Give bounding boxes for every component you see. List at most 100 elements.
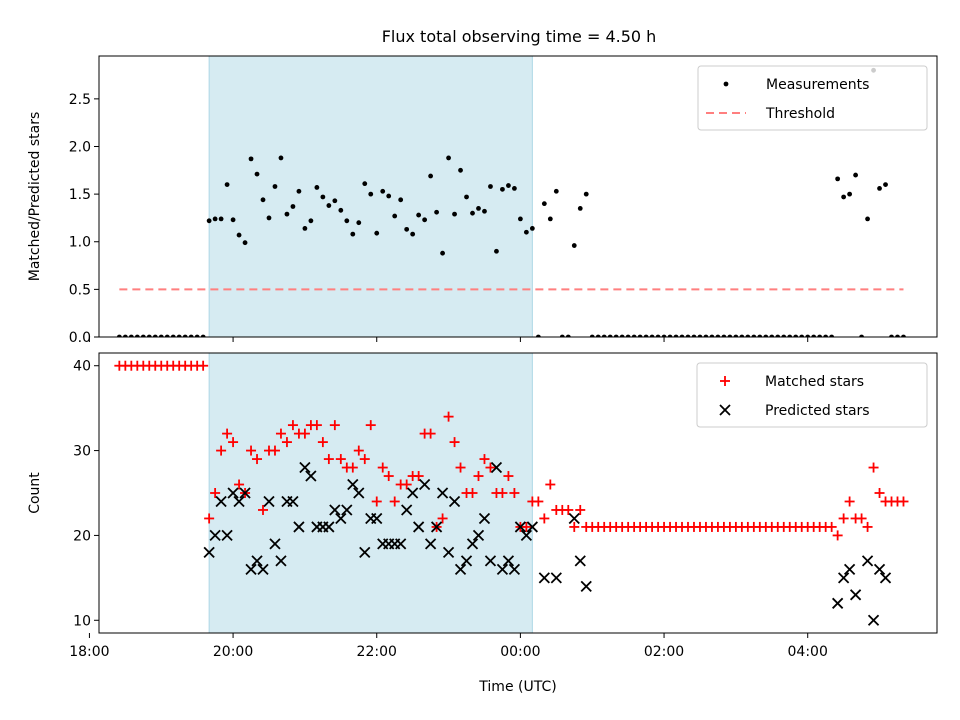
matched-star-point bbox=[443, 411, 454, 422]
predicted-star-point bbox=[245, 563, 257, 576]
matched-star-point bbox=[563, 504, 574, 515]
predicted-star-point bbox=[227, 487, 239, 499]
predicted-star-point bbox=[221, 529, 233, 542]
measurement-point bbox=[553, 188, 559, 194]
measurement-point bbox=[200, 334, 206, 337]
predicted-star-point bbox=[341, 504, 353, 516]
predicted-star-point-b bbox=[424, 538, 437, 550]
measurement-point bbox=[494, 248, 499, 254]
predicted-star-point bbox=[203, 546, 215, 559]
matched-star-point bbox=[347, 462, 358, 473]
predicted-star-point bbox=[430, 521, 443, 533]
measurement-point bbox=[691, 334, 697, 337]
predicted-star-point bbox=[215, 495, 227, 508]
predicted-star-point bbox=[867, 614, 880, 626]
predicted-star-point-b bbox=[401, 504, 413, 516]
measurement-point bbox=[601, 334, 607, 337]
measurement-point bbox=[565, 334, 571, 337]
predicted-star-point-b bbox=[861, 555, 874, 567]
predicted-star-point bbox=[335, 512, 347, 525]
measurement-point bbox=[661, 334, 667, 337]
measurement-point bbox=[464, 194, 469, 200]
measurement-point bbox=[428, 173, 434, 179]
legend-key-predicted-b bbox=[719, 404, 731, 416]
measurement-point bbox=[655, 334, 661, 337]
measurement-point bbox=[386, 193, 392, 199]
measurement-point bbox=[757, 334, 763, 337]
measurement-point bbox=[500, 186, 505, 192]
highlight-span bbox=[208, 352, 533, 634]
measurement-point bbox=[152, 334, 158, 337]
measurement-point bbox=[859, 334, 864, 337]
predicted-star-point-b bbox=[873, 563, 886, 576]
matched-star-point bbox=[222, 428, 233, 439]
predicted-star-point bbox=[263, 495, 275, 508]
predicted-star-point-b bbox=[329, 504, 341, 516]
predicted-star-point bbox=[371, 512, 383, 525]
matched-star-point bbox=[868, 462, 879, 473]
matched-star-point bbox=[826, 521, 837, 532]
y-axis-label: Matched/Predicted stars bbox=[27, 112, 43, 282]
predicted-star-point bbox=[484, 555, 497, 567]
predicted-star-point-b bbox=[299, 461, 311, 474]
matched-star-point bbox=[413, 471, 424, 482]
x-tick-label: 04:00 bbox=[788, 644, 828, 660]
measurement-point bbox=[685, 334, 691, 337]
measurement-point bbox=[559, 334, 565, 337]
matched-star-point bbox=[856, 513, 867, 524]
legend-key-predicted bbox=[719, 404, 731, 416]
measurement-point bbox=[422, 217, 428, 223]
measurement-point bbox=[877, 186, 882, 191]
matched-star-point bbox=[371, 496, 382, 507]
predicted-star-point bbox=[568, 512, 580, 525]
bottom-panel: 10 20 30 40 18:00 20:00 22:00 00:00 02:00 04:00 Co… bbox=[27, 352, 938, 695]
matched-star-point bbox=[317, 437, 328, 448]
measurement-point bbox=[889, 334, 894, 337]
predicted-star-point bbox=[502, 555, 515, 567]
measurement-point bbox=[170, 334, 176, 337]
predicted-star-point-b bbox=[550, 572, 562, 584]
measurement-point bbox=[308, 218, 314, 224]
predicted-star-point-b bbox=[305, 470, 317, 482]
y-tick-label: 10 bbox=[73, 613, 91, 629]
predicted-star-point-b bbox=[353, 487, 365, 499]
measurement-point bbox=[356, 220, 362, 226]
predicted-star-point-b bbox=[867, 614, 880, 626]
measurement-point bbox=[338, 207, 344, 213]
measurement-point bbox=[739, 334, 745, 337]
measurement-point bbox=[709, 334, 715, 337]
predicted-star-point bbox=[395, 538, 407, 550]
predicted-star-point bbox=[514, 521, 527, 533]
x-tick-label: 18:00 bbox=[69, 644, 109, 660]
matched-star-point bbox=[509, 488, 520, 498]
predicted-star-point-b bbox=[251, 555, 263, 567]
measurement-point bbox=[434, 209, 439, 215]
predicted-star-point-b bbox=[574, 555, 586, 567]
legend: Matched stars Predicted stars bbox=[696, 362, 928, 428]
measurement-point bbox=[613, 334, 619, 337]
measurement-point bbox=[541, 201, 547, 207]
predicted-star-point bbox=[305, 470, 317, 482]
measurement-point bbox=[278, 155, 284, 161]
matched-star-point bbox=[323, 454, 334, 465]
predicted-star-point-b bbox=[478, 512, 491, 525]
measurement-point bbox=[811, 334, 817, 337]
predicted-star-point-b bbox=[209, 529, 221, 542]
y-tick-label: 0.0 bbox=[69, 330, 91, 346]
measurement-point bbox=[482, 208, 487, 214]
measurement-point bbox=[134, 334, 140, 337]
predicted-star-point-b bbox=[395, 538, 407, 550]
measurement-point bbox=[266, 215, 272, 221]
legend-label: Measurements bbox=[766, 77, 869, 93]
predicted-star-point-b bbox=[418, 478, 431, 491]
measurement-point bbox=[224, 182, 230, 187]
matched-star-point bbox=[365, 420, 376, 431]
predicted-star-point bbox=[550, 572, 562, 584]
predicted-star-point bbox=[275, 555, 287, 567]
matched-star-point bbox=[210, 488, 221, 498]
legend-label: Matched stars bbox=[765, 374, 864, 390]
matched-star-point bbox=[533, 496, 544, 507]
predicted-star-point bbox=[837, 572, 850, 584]
measurement-point bbox=[350, 231, 356, 237]
measurement-point bbox=[643, 334, 649, 337]
